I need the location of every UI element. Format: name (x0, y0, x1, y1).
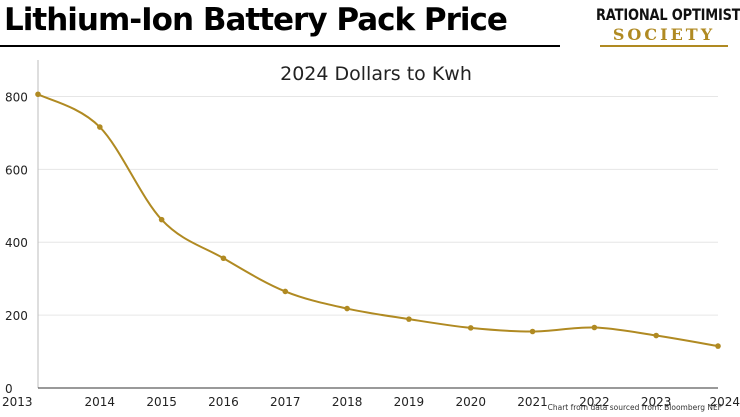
chart-title: 2024 Dollars to Kwh (280, 63, 472, 85)
x-tick-label: 2021 (517, 395, 548, 409)
logo-text-top: RATIONAL OPTIMIST (596, 6, 740, 25)
x-tick-label: 2024 (709, 395, 740, 409)
data-point-2017 (282, 288, 289, 295)
data-point-2019 (406, 316, 412, 322)
y-tick-label: 0 (5, 382, 13, 396)
x-tick-label: 2019 (394, 395, 425, 409)
x-tick-label: 2017 (270, 395, 301, 409)
x-tick-label: 2014 (85, 395, 116, 409)
data-point-2024 (715, 343, 721, 349)
x-tick-label: 2013 (2, 395, 33, 409)
x-tick-label: 2018 (332, 395, 363, 409)
y-tick-label: 800 (5, 90, 28, 104)
data-point-2018 (344, 305, 350, 312)
data-point-2023 (653, 332, 659, 339)
data-point-2022 (591, 324, 598, 331)
logo-text-bottom: SOCIETY (612, 25, 716, 44)
x-axis-ticks: 2013 2014 2015 2016 2017 2018 2019 2020 2021 2022… (2, 395, 740, 409)
logo-underline (600, 45, 728, 47)
data-point-2014 (97, 124, 103, 130)
y-axis-ticks: 0 200 400 600 800 (5, 90, 28, 396)
data-point-2013 (35, 91, 41, 98)
price-series-line (37, 93, 719, 348)
data-points (35, 91, 721, 349)
page-title: Lithium-Ion Battery Pack Price (4, 2, 508, 38)
title-underline (0, 45, 560, 47)
brand-logo: RATIONAL OPTIMIST SOCIETY (596, 6, 740, 47)
y-tick-label: 200 (5, 309, 28, 323)
x-tick-label: 2022 (579, 395, 610, 409)
x-tick-label: 2020 (455, 395, 486, 409)
data-point-2015 (158, 216, 165, 223)
y-tick-label: 600 (5, 163, 28, 177)
x-tick-label: 2023 (641, 395, 672, 409)
data-point-2021 (529, 328, 536, 335)
source-note: Chart from data sourced from: Bloomberg … (547, 403, 722, 412)
data-point-2020 (467, 325, 474, 331)
y-tick-label: 400 (5, 236, 28, 250)
data-point-2016 (220, 255, 227, 262)
gridlines (38, 95, 718, 316)
x-tick-label: 2016 (208, 395, 239, 409)
x-tick-label: 2015 (146, 395, 177, 409)
